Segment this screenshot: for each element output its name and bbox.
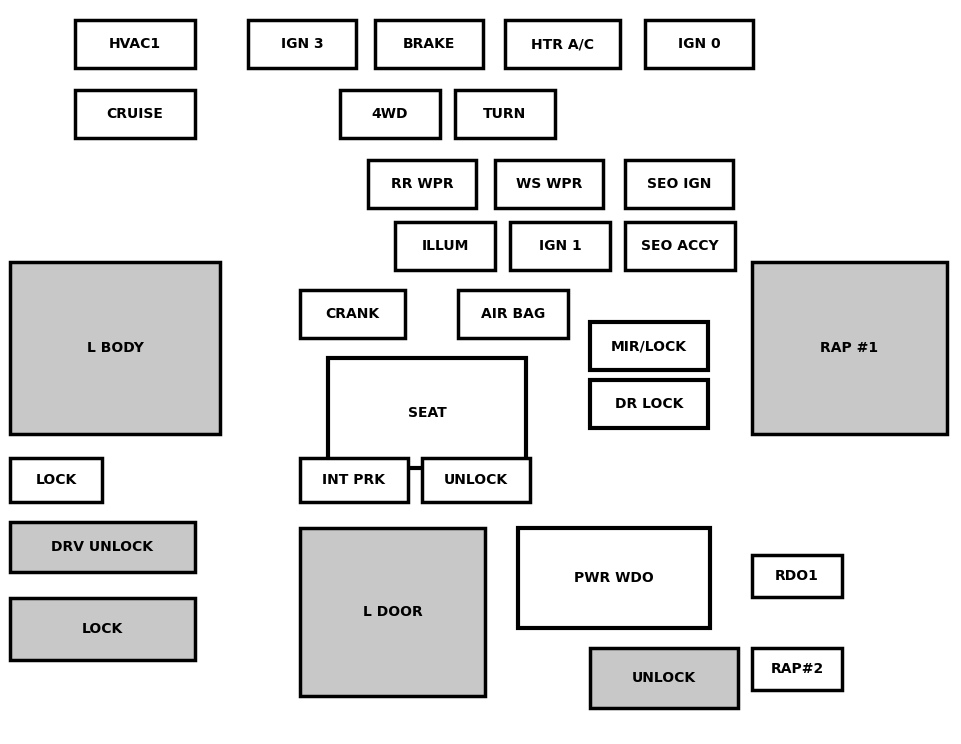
Bar [300,528,484,696]
Bar [328,358,526,468]
Text: INT PRK: INT PRK [322,473,385,487]
Text: SEO ACCY: SEO ACCY [641,239,718,253]
Bar [625,160,732,208]
Bar [517,528,709,628]
Text: DR LOCK: DR LOCK [614,397,682,411]
Text: AIR BAG: AIR BAG [480,307,545,321]
Bar [509,222,609,270]
Text: UNLOCK: UNLOCK [443,473,507,487]
Text: HTR A/C: HTR A/C [530,37,593,51]
Text: SEAT: SEAT [407,406,446,420]
Text: WS WPR: WS WPR [515,177,581,191]
Bar [368,160,476,208]
Bar [457,290,567,338]
Bar [495,160,603,208]
Text: RAP#2: RAP#2 [770,662,823,676]
Bar [10,598,195,660]
Text: IGN 0: IGN 0 [677,37,720,51]
Text: CRUISE: CRUISE [107,107,163,121]
Text: TURN: TURN [482,107,526,121]
Text: LOCK: LOCK [82,622,123,636]
Bar [75,20,195,68]
Bar [589,322,707,370]
Bar [752,262,946,434]
Text: PWR WDO: PWR WDO [574,571,653,585]
Bar [248,20,356,68]
Text: RR WPR: RR WPR [390,177,453,191]
Text: MIR/LOCK: MIR/LOCK [610,339,686,353]
Text: RDO1: RDO1 [775,569,818,583]
Bar [589,648,737,708]
Text: 4WD: 4WD [371,107,407,121]
Bar [625,222,734,270]
Text: RAP #1: RAP #1 [820,341,877,355]
Bar [10,262,220,434]
Text: L DOOR: L DOOR [362,605,422,619]
Bar [10,522,195,572]
Bar [422,458,530,502]
Text: HVAC1: HVAC1 [109,37,160,51]
Bar [75,90,195,138]
Text: IGN 3: IGN 3 [281,37,323,51]
Text: SEO IGN: SEO IGN [646,177,710,191]
Bar [589,380,707,428]
Bar [455,90,554,138]
Bar [300,458,407,502]
Bar [644,20,752,68]
Text: UNLOCK: UNLOCK [631,671,696,685]
Bar [339,90,439,138]
Bar [10,458,102,502]
Text: ILLUM: ILLUM [421,239,468,253]
Text: L BODY: L BODY [86,341,143,355]
Text: LOCK: LOCK [36,473,77,487]
Bar [505,20,619,68]
Bar [395,222,495,270]
Text: DRV UNLOCK: DRV UNLOCK [52,540,154,554]
Text: BRAKE: BRAKE [403,37,455,51]
Bar [300,290,405,338]
Bar [752,648,841,690]
Bar [375,20,482,68]
Bar [752,555,841,597]
Text: IGN 1: IGN 1 [538,239,580,253]
Text: CRANK: CRANK [325,307,380,321]
